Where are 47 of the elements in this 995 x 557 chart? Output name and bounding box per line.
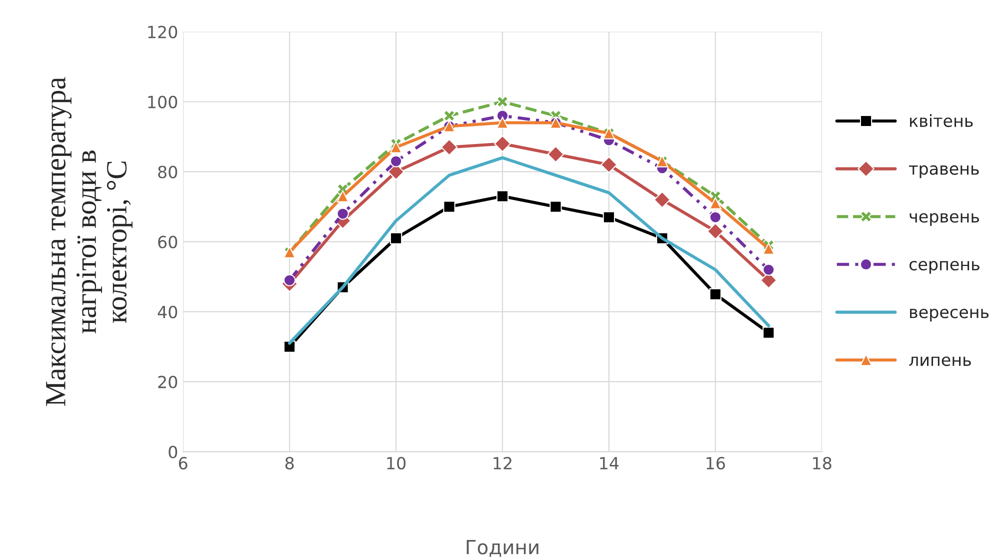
- point: [762, 326, 775, 339]
- x-tick-label: 10: [387, 456, 406, 470]
- legend-label: липень: [909, 356, 971, 366]
- y-tick-label: 120: [148, 26, 178, 38]
- point: [496, 96, 509, 108]
- legend-label: квітень: [910, 114, 973, 128]
- y-tick-label: 0: [168, 446, 178, 458]
- point: [709, 211, 722, 224]
- x-tick-label: 14: [600, 457, 619, 470]
- point: [762, 264, 775, 276]
- point: [709, 197, 722, 210]
- point: [440, 138, 458, 156]
- x-axis-title: Години: [466, 540, 538, 557]
- y-tick-label: 20: [158, 376, 178, 388]
- x-tick-label: 18: [813, 456, 832, 470]
- point: [654, 191, 671, 208]
- point: [496, 190, 509, 202]
- point: [283, 274, 296, 286]
- point: [547, 146, 564, 163]
- point: [494, 135, 511, 152]
- point: [390, 232, 402, 244]
- point: [443, 110, 456, 122]
- point: [762, 242, 775, 255]
- legend-label: вересень: [910, 308, 989, 322]
- point: [709, 288, 722, 300]
- y-tick-label: 60: [158, 236, 178, 248]
- y-tick-label: 40: [158, 306, 178, 318]
- x-tick-label: 16: [706, 456, 725, 470]
- point: [707, 222, 724, 240]
- point: [602, 211, 616, 224]
- legend-label: травень: [909, 165, 979, 178]
- y-tick-label: 100: [148, 96, 178, 108]
- point: [600, 156, 618, 174]
- x-tick-label: 12: [494, 456, 512, 470]
- y-tick-label: 80: [158, 166, 178, 178]
- y-axis-title: Максимальна температура нагрітої води в колекторі, °C: [46, 77, 133, 406]
- x-tick-label: 8: [285, 456, 294, 470]
- point: [443, 200, 456, 213]
- point: [336, 208, 349, 220]
- x-tick-label: 6: [178, 456, 188, 470]
- point: [550, 200, 562, 213]
- legend-label: серпень: [909, 260, 980, 274]
- point: [496, 116, 509, 129]
- point: [390, 141, 402, 154]
- point: [390, 155, 402, 168]
- point: [336, 190, 349, 202]
- legend-label: червень: [910, 213, 980, 226]
